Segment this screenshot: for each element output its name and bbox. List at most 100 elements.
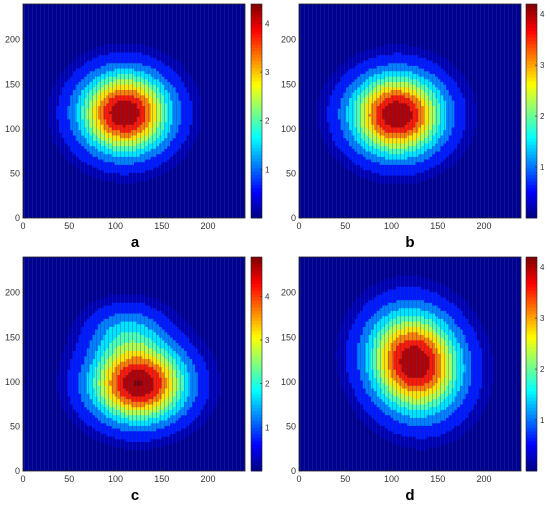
colorbar-segment xyxy=(251,154,262,159)
colorbar-segment xyxy=(526,70,537,75)
colorbar-segment xyxy=(526,64,537,68)
colorbar-segment xyxy=(251,74,262,78)
colorbar-segment xyxy=(251,37,262,42)
colorbar-segment xyxy=(526,20,537,25)
colorbar-segment xyxy=(526,84,537,88)
colorbar-segment xyxy=(251,137,262,142)
colorbar-segment xyxy=(526,181,537,185)
x-tick-label: 200 xyxy=(476,221,491,231)
colorbar-segment xyxy=(526,27,537,32)
colorbar-segment xyxy=(526,201,537,206)
colorbar-frame xyxy=(250,3,263,219)
x-tick-label: 100 xyxy=(384,221,399,231)
colorbar-segment xyxy=(526,77,537,82)
colorbar-segment xyxy=(251,184,262,189)
colorbar-segment xyxy=(526,137,537,142)
colorbar-segment xyxy=(251,197,262,202)
colorbar-segment xyxy=(251,201,262,206)
colorbar-segment xyxy=(526,164,537,169)
colorbar-tick-label: 1 xyxy=(540,163,545,172)
colorbar-segment xyxy=(251,211,262,216)
colorbar-segment xyxy=(251,14,262,18)
colorbar-segment xyxy=(251,131,262,135)
colorbar-segment xyxy=(251,54,262,58)
colorbar-segment xyxy=(526,204,537,209)
colorbar-segment xyxy=(526,147,537,152)
colorbar-segment xyxy=(251,70,262,75)
colorbar-segment xyxy=(251,171,262,175)
colorbar-segment xyxy=(251,77,262,82)
stripe-texture xyxy=(299,4,521,218)
colorbar-tick-label: 3 xyxy=(540,61,545,70)
colorbar-segment xyxy=(251,144,262,149)
colorbar-segment xyxy=(526,117,537,122)
colorbar-segment xyxy=(526,131,537,135)
colorbar-segment xyxy=(251,214,262,219)
colorbar-segment xyxy=(526,50,537,55)
colorbar-segment xyxy=(526,144,537,149)
colorbar-segment xyxy=(251,90,262,95)
y-tick-label: 200 xyxy=(281,35,296,45)
colorbar-segment xyxy=(251,151,262,155)
colorbar-segment xyxy=(251,97,262,102)
colorbar-segment xyxy=(251,34,262,38)
colorbar-segment xyxy=(526,151,537,155)
colorbar-segment xyxy=(526,141,537,145)
colorbar-segment xyxy=(526,87,537,92)
colorbar-segment xyxy=(251,194,262,199)
colorbar-segment xyxy=(526,161,537,165)
colorbar-segment xyxy=(251,124,262,129)
y-tick-label: 50 xyxy=(286,168,296,178)
colorbar-segment xyxy=(526,114,537,119)
colorbar-segment xyxy=(526,167,537,172)
y-tick-label: 150 xyxy=(281,79,296,89)
panel-label: b xyxy=(405,234,414,251)
colorbar-segment xyxy=(251,30,262,35)
colorbar-segment xyxy=(526,211,537,216)
colorbar-segment xyxy=(251,57,262,62)
colorbar-segment xyxy=(251,181,262,185)
colorbar-segment xyxy=(251,164,262,169)
stripe-texture xyxy=(23,4,245,218)
colorbar-segment xyxy=(526,187,537,192)
colorbar-segment xyxy=(251,67,262,72)
colorbar-segment xyxy=(526,44,537,48)
colorbar-tick-label: 1 xyxy=(265,165,270,174)
y-tick-label: 150 xyxy=(5,79,20,89)
colorbar-segment xyxy=(526,54,537,58)
colorbar-segment xyxy=(526,7,537,12)
colorbar-segment xyxy=(251,107,262,112)
y-tick-label: 100 xyxy=(281,124,296,134)
colorbar-segment xyxy=(526,174,537,179)
colorbar-segment xyxy=(526,214,537,219)
colorbar-segment xyxy=(251,60,262,65)
colorbar-segment xyxy=(526,74,537,78)
colorbar-segment xyxy=(526,57,537,62)
colorbar-segment xyxy=(526,37,537,42)
colorbar-segment xyxy=(251,80,262,85)
colorbar-segment xyxy=(526,67,537,72)
colorbar-segment xyxy=(526,80,537,85)
colorbar-segment xyxy=(526,100,537,105)
x-tick-label: 200 xyxy=(200,221,215,231)
colorbar-segment xyxy=(526,104,537,109)
colorbar-segment xyxy=(526,191,537,195)
colorbar-segment xyxy=(526,134,537,139)
colorbar-segment xyxy=(251,121,262,125)
colorbar-segment xyxy=(526,10,537,15)
colorbar-segment xyxy=(526,184,537,189)
colorbar-segment xyxy=(526,40,537,45)
colorbar-segment xyxy=(251,147,262,152)
x-tick-label: 0 xyxy=(296,221,301,231)
colorbar-segment xyxy=(251,174,262,179)
colorbar-tick-label: 3 xyxy=(265,68,270,77)
colorbar-segment xyxy=(251,117,262,122)
colorbar-segment xyxy=(526,97,537,102)
colorbar-tick-label: 4 xyxy=(540,10,545,19)
colorbar-segment xyxy=(251,87,262,92)
